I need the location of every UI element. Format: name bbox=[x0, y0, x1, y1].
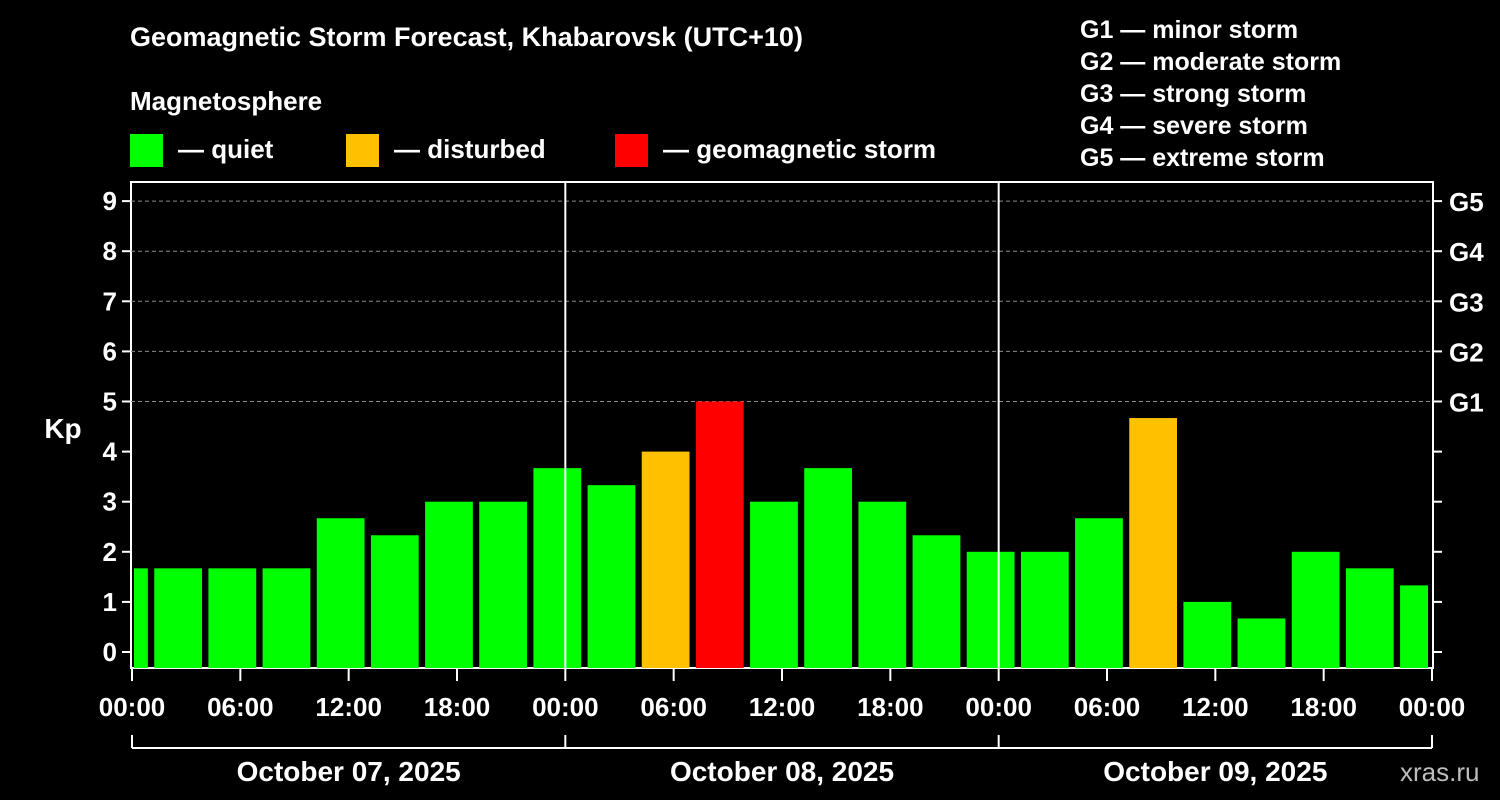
magnetosphere-label: Magnetosphere bbox=[130, 86, 323, 116]
x-tick-label: 18:00 bbox=[424, 692, 491, 722]
x-tick-label: 12:00 bbox=[1182, 692, 1249, 722]
storm-level-g4: G4 — severe storm bbox=[1080, 112, 1308, 140]
y-tick-label: 3 bbox=[103, 487, 117, 517]
kp-bar bbox=[858, 501, 907, 668]
y-tick-label: 1 bbox=[103, 587, 117, 617]
watermark: xras.ru bbox=[1400, 757, 1480, 787]
storm-level-g3: G3 — strong storm bbox=[1080, 80, 1307, 108]
legend-label-quiet: — quiet bbox=[178, 134, 274, 164]
y-tick-label: 7 bbox=[103, 286, 117, 316]
kp-bar bbox=[316, 518, 365, 668]
x-tick-label: 00:00 bbox=[532, 692, 599, 722]
y-tick-label: 9 bbox=[103, 186, 117, 216]
kp-bar bbox=[804, 468, 853, 668]
storm-level-g5: G5 — extreme storm bbox=[1080, 144, 1325, 172]
x-tick-label: 00:00 bbox=[99, 692, 166, 722]
kp-bar bbox=[425, 501, 473, 668]
kp-bar bbox=[1020, 551, 1069, 668]
kp-bar bbox=[1129, 418, 1178, 668]
x-tick-label: 18:00 bbox=[857, 692, 924, 722]
right-axis-label: G4 bbox=[1449, 237, 1484, 267]
storm-level-g1: G1 — minor storm bbox=[1080, 16, 1299, 44]
storm-swatch bbox=[615, 134, 648, 167]
storm-level-key: G1 — minor storm G2 — moderate storm G3 … bbox=[1080, 14, 1341, 174]
x-tick-label: 12:00 bbox=[749, 692, 816, 722]
kp-bar bbox=[1345, 568, 1394, 668]
kp-bar bbox=[154, 568, 203, 668]
kp-bar bbox=[479, 501, 528, 668]
right-axis-label: G3 bbox=[1449, 287, 1484, 317]
y-tick-label: 6 bbox=[103, 336, 117, 366]
x-tick-label: 06:00 bbox=[1074, 692, 1141, 722]
right-axis-label: G1 bbox=[1449, 388, 1484, 418]
y-tick-label: 0 bbox=[103, 637, 117, 667]
x-tick-label: 12:00 bbox=[315, 692, 382, 722]
kp-bar bbox=[587, 485, 636, 668]
date-label: October 08, 2025 bbox=[670, 756, 894, 787]
kp-bar bbox=[1183, 601, 1232, 668]
x-tick-label: 06:00 bbox=[207, 692, 274, 722]
kp-bar bbox=[533, 468, 582, 668]
legend-label-disturbed: — disturbed bbox=[394, 134, 546, 164]
storm-level-g2: G2 — moderate storm bbox=[1080, 48, 1342, 76]
kp-bar bbox=[966, 551, 1015, 668]
quiet-swatch bbox=[130, 134, 163, 167]
kp-bar bbox=[1400, 585, 1428, 668]
right-axis-label: G5 bbox=[1449, 187, 1484, 217]
y-tick-label: 4 bbox=[103, 437, 118, 467]
y-tick-label: 2 bbox=[103, 537, 117, 567]
kp-bar bbox=[1291, 551, 1340, 668]
kp-bar bbox=[641, 451, 690, 668]
disturbed-swatch bbox=[346, 134, 379, 167]
kp-bar bbox=[134, 568, 148, 668]
x-tick-label: 18:00 bbox=[1290, 692, 1357, 722]
date-label: October 09, 2025 bbox=[1103, 756, 1327, 787]
kp-bar bbox=[370, 535, 419, 668]
right-axis-label: G2 bbox=[1449, 337, 1484, 367]
y-tick-label: 5 bbox=[103, 387, 117, 417]
chart-title: Geomagnetic Storm Forecast, Khabarovsk (… bbox=[130, 22, 803, 52]
x-tick-label: 00:00 bbox=[965, 692, 1032, 722]
y-tick-label: 8 bbox=[103, 236, 117, 266]
x-tick-label: 00:00 bbox=[1399, 692, 1466, 722]
kp-bar bbox=[1237, 618, 1286, 668]
date-label: October 07, 2025 bbox=[237, 756, 461, 787]
kp-bar bbox=[912, 535, 961, 668]
kp-bar bbox=[750, 501, 798, 668]
x-tick-label: 06:00 bbox=[640, 692, 707, 722]
kp-bar bbox=[695, 401, 744, 668]
kp-bar bbox=[208, 568, 257, 668]
kp-bar bbox=[262, 568, 311, 668]
y-axis-label: Kp bbox=[44, 413, 81, 444]
legend-label-storm: — geomagnetic storm bbox=[663, 134, 937, 164]
kp-bar bbox=[1075, 518, 1123, 668]
